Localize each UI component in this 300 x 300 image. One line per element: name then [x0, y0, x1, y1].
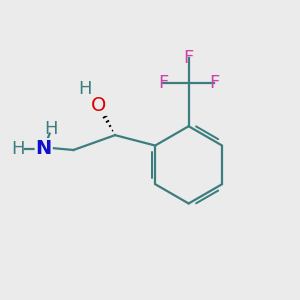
Text: H: H — [12, 140, 25, 158]
Text: H: H — [44, 120, 58, 138]
Text: F: F — [209, 74, 219, 92]
Text: F: F — [158, 74, 169, 92]
Text: O: O — [91, 96, 106, 115]
Text: F: F — [184, 49, 194, 67]
Text: H: H — [79, 80, 92, 98]
Text: N: N — [36, 139, 52, 158]
